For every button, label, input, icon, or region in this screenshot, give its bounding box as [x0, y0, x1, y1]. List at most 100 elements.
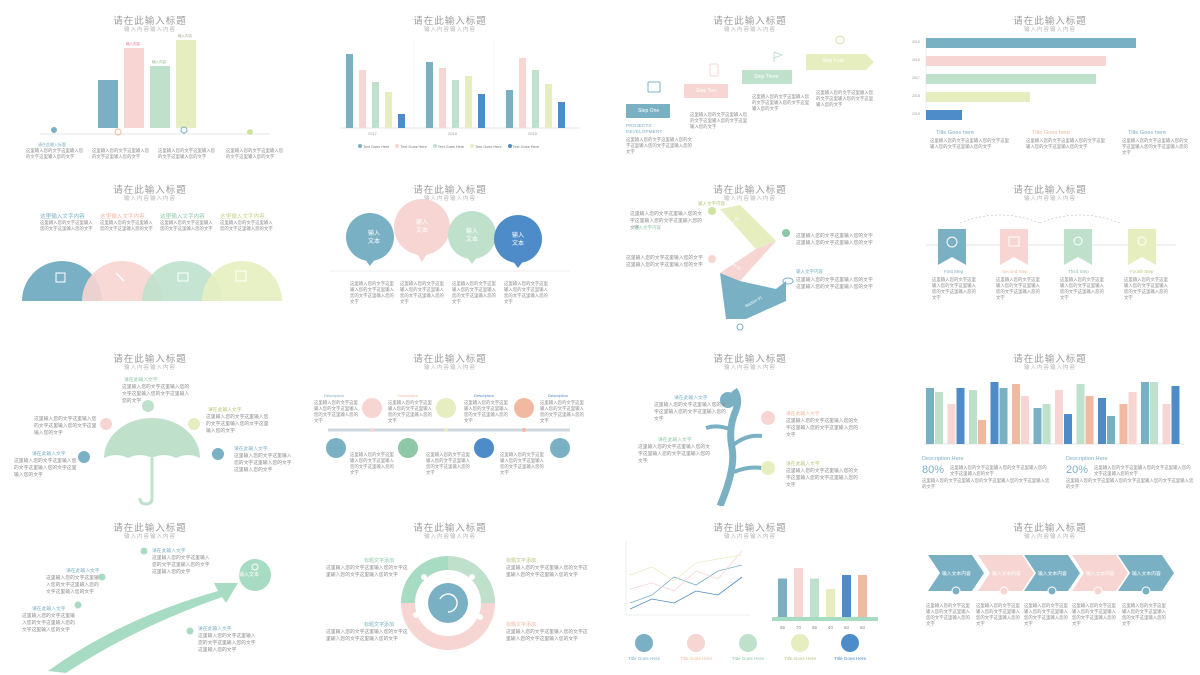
grouped-bar-chart [340, 40, 580, 129]
slide-subtitle: 输入内容输入内容 [1023, 534, 1076, 540]
text-block: 这里输入您的文字这里输入您的文字这里输入您的文字这里输入您的文字 [1072, 603, 1116, 626]
step-label: Second Step [1002, 269, 1028, 274]
heading: 请在此输入文字 [32, 607, 66, 612]
ribbon-3 [1064, 229, 1092, 265]
line-bar-chart: 55 70 55 40 60 60 [625, 541, 878, 652]
bar [532, 70, 539, 128]
slide-ribbons[interactable]: 请在此输入标题 输入内容输入内容 First Step Second Step … [900, 169, 1200, 337]
refresh-icon [212, 448, 224, 460]
monitor-icon [647, 81, 661, 93]
bubble-4 [494, 215, 542, 263]
slide-subtitle: 输入内容输入内容 [423, 196, 476, 202]
step-two: Step Two [696, 88, 717, 94]
bar-value: 55 [780, 625, 786, 630]
month-bar [1033, 408, 1042, 444]
bar [385, 92, 392, 128]
marker [98, 573, 106, 581]
text-block: 这里输入您的文字这里输入您的文字这里输入您的文字这里输入您的文字 [400, 281, 444, 304]
growth-arrow [48, 583, 238, 673]
key-icon [736, 323, 744, 331]
text-block: 这里输入您的文字这里输入您的文字这里输入您的文字 [40, 220, 93, 231]
caption: 请在此输入标题 [38, 142, 66, 147]
message-icon [841, 634, 859, 652]
flag-icon [773, 51, 784, 62]
bar-value: 70 [796, 625, 802, 630]
connector [959, 214, 1121, 224]
bar-value: 55 [812, 625, 818, 630]
steps-diagram [626, 35, 874, 118]
edit-icon [55, 272, 66, 283]
slide-subtitle: 输入内容输入内容 [1023, 365, 1076, 371]
semi-1 [22, 261, 102, 301]
chevron-4 [1072, 555, 1128, 591]
slide-subtitle: 输入内容输入内容 [123, 27, 176, 33]
line-series-4 [629, 576, 743, 610]
arrow-segment-3 [720, 205, 776, 249]
heading: 请在此输入文字 [786, 412, 820, 417]
description-label: Description Here [922, 456, 964, 462]
text-block: 这里输入您的文字这里输入您的文字这里输入您的文字这里输入您的文字 [626, 256, 703, 268]
slide-monthly-chart[interactable]: 请在此输入标题 输入内容输入内容 Description Here 80% 这里… [900, 338, 1200, 506]
group-label: 2017 [368, 131, 377, 136]
slide-title: 请在此输入标题 [1013, 354, 1087, 365]
bar [778, 578, 787, 617]
slide-tree[interactable]: 请在此输入标题 输入内容输入内容 请在此输入文字 这里输入您的文字这里输入您的文… [600, 338, 900, 506]
branch [733, 465, 763, 474]
text-block: 这里输入您的文字这里输入您的文字这里输入您的文字 [220, 220, 273, 231]
slide-title: 请在此输入标题 [113, 354, 187, 365]
heading-left: 请在此输入文字 [32, 452, 66, 457]
slide-zigzag[interactable]: 请在此输入标题 输入内容输入内容 输入文字内容 这里输入您的文字这里输入您的文字… [600, 169, 900, 337]
desc-label: Description [324, 393, 345, 398]
slide-chevrons[interactable]: 请在此输入标题 输入内容输入内容 输入文本内容 输入文本内容 输入文本内容 输入… [900, 507, 1200, 675]
slide-bubbles[interactable]: 请在此输入标题 输入内容输入内容 输入 文本 输入 文本 输入 文本 输入 文本… [300, 169, 600, 337]
bar-2 [124, 48, 144, 128]
legend-item: Text Goes Here [395, 144, 427, 152]
ribbon-2 [1000, 229, 1028, 265]
step-1-bar [626, 104, 670, 118]
text-block: 这里输入您的文字这里输入您的文字这里输入您的文字这里输入您的文字 [326, 566, 408, 578]
slide-cycle[interactable]: 请在此输入标题 输入内容输入内容 标题文字添加 这里输入您的文字这里输入您的文字… [300, 507, 600, 675]
slide-horizontal-bars[interactable]: 请在此输入标题 输入内容输入内容 2015 2016 2017 2018 201… [900, 0, 1200, 168]
step-2-bar [684, 84, 728, 98]
chevron-1 [928, 555, 984, 591]
text-block: 这里输入您的文字这里输入您的文字这里输入您的文字这里输入您的文字 [1026, 138, 1106, 149]
step-4-arrow [806, 54, 874, 70]
text-block: 这里输入您的文字这里输入您的文字这里输入您的文字这里输入您的文字 [464, 400, 508, 423]
trophy-icon [708, 207, 716, 215]
cycle-arrow-icon [439, 593, 458, 613]
slide-semicircles[interactable]: 请在此输入标题 输入内容输入内容 这里输入文字内容 这里输入文字内容 这里输入文… [0, 169, 300, 337]
month-bar [935, 392, 943, 444]
chevron-diagram [928, 555, 1174, 596]
month-bar [1085, 396, 1094, 444]
month-bar [1012, 384, 1020, 444]
bubble-tail [364, 258, 376, 266]
month-bar [926, 388, 934, 444]
percent-value: 80% [922, 464, 945, 476]
text-block: 这里输入您的文字这里输入您的文字这里输入您的文字这里输入您的文字 [654, 403, 726, 422]
chevron-label: 输入文本内容 [1086, 572, 1115, 577]
heading-bottom-right: 请在此输入文字 [234, 447, 268, 452]
icon-title: Title Goes Here [680, 656, 712, 661]
bubble-label: 输入 文本 [367, 231, 380, 245]
slide-line-bar[interactable]: 请在此输入标题 输入内容输入内容 55 70 55 40 60 60 Title Goes… [600, 507, 900, 675]
trophy-icon [1137, 236, 1147, 246]
trophy-icon [835, 35, 845, 45]
slide-umbrella[interactable]: 请在此输入标题 输入内容输入内容 请在此输入文字 这里输入您的文字这里输入您的文… [0, 338, 300, 506]
slide-growth-arrow[interactable]: 请在此输入标题 输入内容输入内容 输入文本 请在此输入文字 这里输入您的文字这里… [0, 507, 300, 675]
month-bar [1055, 390, 1063, 444]
slide-title: 请在此输入标题 [113, 523, 187, 534]
slide-steps[interactable]: 请在此输入标题 输入内容输入内容 Step One Step Two Step … [600, 0, 900, 168]
bar [810, 578, 819, 617]
text-block: 这里输入您的文字这里输入您的文字这里输入您的文字 [26, 148, 84, 159]
bar [478, 94, 485, 128]
heading-1: 这里输入文字内容 [40, 214, 85, 220]
group-label: 2018 [448, 131, 457, 136]
slide-timeline[interactable]: 请在此输入标题 输入内容输入内容 Description Description… [300, 338, 600, 506]
slide-title: 请在此输入标题 [413, 185, 487, 196]
leaf-icon [720, 392, 736, 408]
bubble-tail [512, 260, 524, 268]
text-block: 这里输入您的文字这里输入您的文字这里输入您的文字这里输入您的文字 [1122, 603, 1166, 626]
slide-grouped-bars[interactable]: 请在此输入标题 输入内容输入内容 2017 2018 2019 Text Goe… [300, 0, 600, 168]
slide-bar-3d[interactable]: 请在此输入标题 输入内容输入内容 输入内容 输入内容 输入内容 输入内容 请在此… [0, 0, 300, 168]
heading: 标题文字添加 [364, 622, 395, 628]
